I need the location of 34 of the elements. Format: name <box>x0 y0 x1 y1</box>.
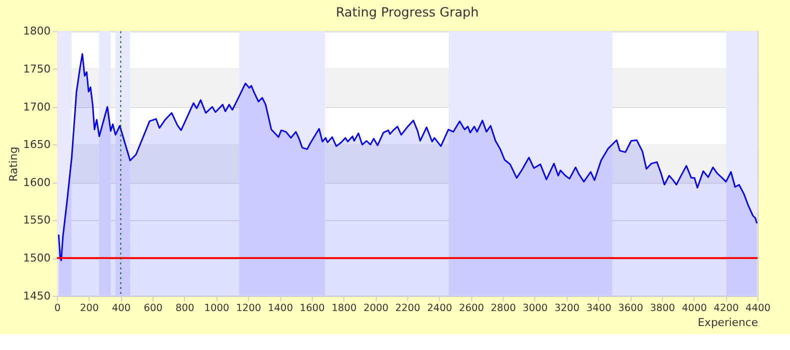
x-tick-label: 1200 <box>236 303 262 314</box>
x-tick-label: 4000 <box>682 303 707 314</box>
x-tick-label: 200 <box>80 303 99 314</box>
x-tick-label: 2000 <box>363 303 388 314</box>
chart-title: Rating Progress Graph <box>336 5 479 20</box>
y-tick-label: 1550 <box>23 214 51 227</box>
x-tick-label: 600 <box>144 303 162 314</box>
y-tick-label: 1500 <box>23 252 51 265</box>
x-tick-label: 3000 <box>522 303 548 314</box>
x-tick-label: 3800 <box>650 303 676 314</box>
x-tick-label: 1600 <box>300 303 325 314</box>
x-tick-label: 3200 <box>554 303 580 314</box>
x-tick-label: 800 <box>176 303 194 314</box>
x-tick-label: 1000 <box>204 303 230 314</box>
y-tick-label: 1650 <box>23 138 51 152</box>
y-tick-label: 1800 <box>23 24 51 38</box>
x-tick-label: 1400 <box>268 303 293 314</box>
x-tick-label: 2600 <box>458 303 484 314</box>
x-tick-label: 0 <box>54 303 61 314</box>
x-tick-label: 2200 <box>395 303 420 314</box>
y-tick-label: 1450 <box>23 289 51 302</box>
x-tick-label: 4200 <box>714 303 739 314</box>
x-tick-label: 3600 <box>618 303 644 314</box>
y-tick-label: 1600 <box>23 176 51 189</box>
y-axis-title: Rating <box>7 146 20 182</box>
y-tick-label: 1750 <box>23 62 51 76</box>
x-tick-label: 3400 <box>586 303 612 314</box>
x-tick-label: 1800 <box>332 303 357 314</box>
x-axis-title: Experience <box>698 316 758 329</box>
x-tick-label: 2800 <box>490 303 516 314</box>
y-tick-label: 1700 <box>23 100 51 114</box>
x-tick-label: 400 <box>112 303 131 314</box>
x-tick-label: 4400 <box>746 303 771 314</box>
x-tick-label: 2400 <box>427 303 452 314</box>
